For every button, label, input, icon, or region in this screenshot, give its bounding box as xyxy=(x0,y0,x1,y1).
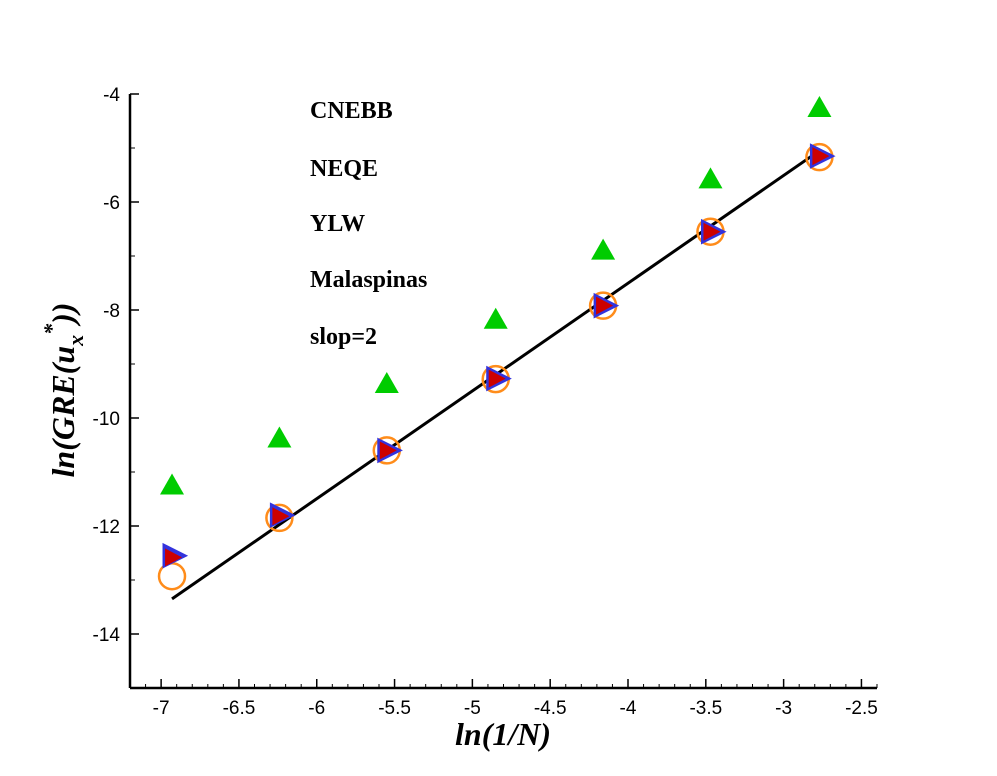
x-tick-label: -5 xyxy=(464,698,481,719)
legend: CNEBB NEQE YLW Malaspinas slop=2 xyxy=(310,98,427,350)
y-axis-title: ln(GRE(ux*)) xyxy=(39,303,88,478)
y-tick-label: -10 xyxy=(93,409,120,430)
y-tick-label: -14 xyxy=(93,625,121,646)
x-axis-title: ln(1/N) xyxy=(455,716,551,752)
legend-entry: YLW xyxy=(310,211,365,237)
y-axis-title-sup: * xyxy=(39,323,64,335)
ticks: -7 -6.5 -6 -5.5 -5 -4.5 -4 -3.5 -3 -2.5 -14 -12 -10 -… xyxy=(93,85,878,719)
legend-entry: NEQE xyxy=(310,156,378,182)
malaspinas-point xyxy=(379,441,397,460)
y-tick-label: -8 xyxy=(103,301,120,322)
ylw-point xyxy=(267,426,292,448)
malaspinas-point xyxy=(272,507,290,526)
legend-entry: Malaspinas xyxy=(310,267,427,293)
malaspinas-point xyxy=(596,296,614,315)
x-tick-label: -7 xyxy=(153,698,170,719)
x-tick-label: -4 xyxy=(620,698,637,719)
ylw-point xyxy=(483,307,508,329)
ylw-point xyxy=(807,96,832,118)
ylw-point xyxy=(698,167,723,189)
x-tick-label: -3.5 xyxy=(689,698,722,719)
x-tick-label: -4.5 xyxy=(534,698,567,719)
x-tick-label: -2.5 xyxy=(845,698,878,719)
series-layer xyxy=(157,96,836,601)
x-tick-label: -5.5 xyxy=(378,698,411,719)
malaspinas-point xyxy=(488,369,506,388)
legend-entry: slop=2 xyxy=(310,324,377,350)
cnebb-point xyxy=(265,503,294,533)
x-tick-label: -3 xyxy=(775,698,792,719)
malaspinas-point xyxy=(812,147,830,166)
y-tick-label: -12 xyxy=(93,517,120,538)
y-tick-label: -6 xyxy=(103,193,120,214)
ylw-point xyxy=(160,473,185,495)
y-axis-title-post: )) xyxy=(45,303,81,327)
x-tick-label: -6.5 xyxy=(223,698,256,719)
y-axis-title-pre: ln(GRE(u xyxy=(45,346,81,478)
y-axis-title-sub: x xyxy=(63,335,88,347)
malaspinas-point xyxy=(703,222,721,241)
legend-entry: CNEBB xyxy=(310,98,393,124)
ylw-point xyxy=(591,238,616,260)
y-tick-label: -4 xyxy=(103,85,120,106)
ylw-point xyxy=(374,371,399,393)
x-tick-label: -6 xyxy=(308,698,325,719)
malaspinas-point xyxy=(165,548,183,567)
